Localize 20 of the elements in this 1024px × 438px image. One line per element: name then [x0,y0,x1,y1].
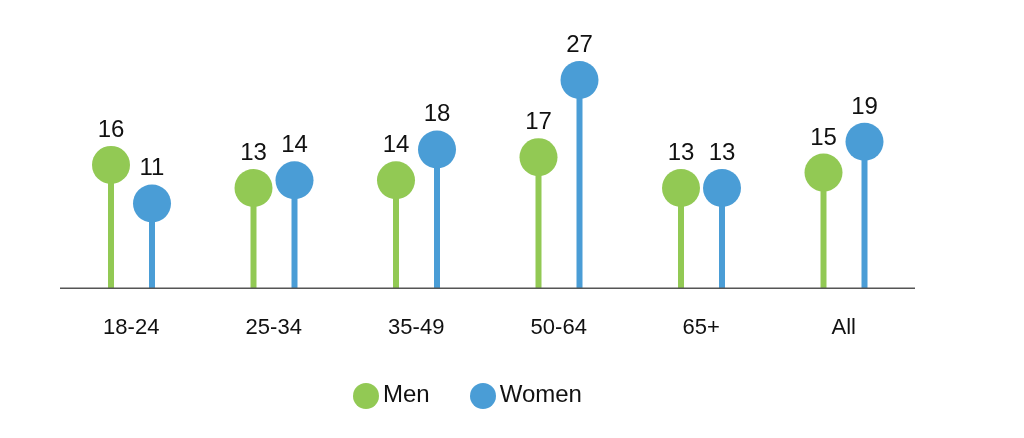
legend-label: Men [383,380,430,408]
data-label: 14 [382,130,410,158]
data-label: 14 [281,130,308,158]
x-tick-label: 35-49 [388,313,445,339]
data-label: 17 [525,107,552,135]
data-label: 16 [97,114,125,142]
data-label: 15 [810,122,837,150]
data-label: 18 [423,99,451,127]
x-tick-label: 50-64 [530,313,587,339]
data-label: 13 [708,138,736,166]
x-tick-label: 25-34 [245,313,302,339]
data-label: 13 [667,138,695,166]
data-label: 27 [566,30,593,57]
x-tick-label: 65+ [682,313,720,339]
x-tick-label: 18-24 [103,313,160,339]
data-label: 19 [851,91,878,119]
x-tick-label: All [831,313,856,339]
data-label: 13 [240,138,267,166]
legend-label: Women [499,380,582,408]
data-label: 11 [139,153,165,181]
